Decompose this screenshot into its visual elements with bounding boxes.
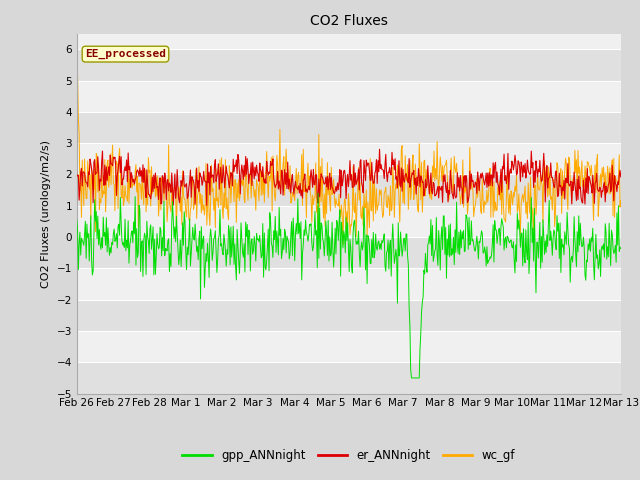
Bar: [77, 362, 621, 394]
Bar: [77, 206, 621, 237]
Bar: [77, 331, 621, 362]
Bar: [77, 143, 621, 174]
Title: CO2 Fluxes: CO2 Fluxes: [310, 14, 388, 28]
Bar: [77, 300, 621, 331]
Bar: [77, 112, 621, 143]
Bar: [77, 268, 621, 300]
Bar: [77, 237, 621, 268]
Text: EE_processed: EE_processed: [85, 49, 166, 59]
Y-axis label: CO2 Fluxes (urology/m2/s): CO2 Fluxes (urology/m2/s): [41, 140, 51, 288]
Bar: [77, 81, 621, 112]
Legend: gpp_ANNnight, er_ANNnight, wc_gf: gpp_ANNnight, er_ANNnight, wc_gf: [178, 444, 520, 467]
Bar: [77, 174, 621, 206]
Bar: [77, 49, 621, 81]
